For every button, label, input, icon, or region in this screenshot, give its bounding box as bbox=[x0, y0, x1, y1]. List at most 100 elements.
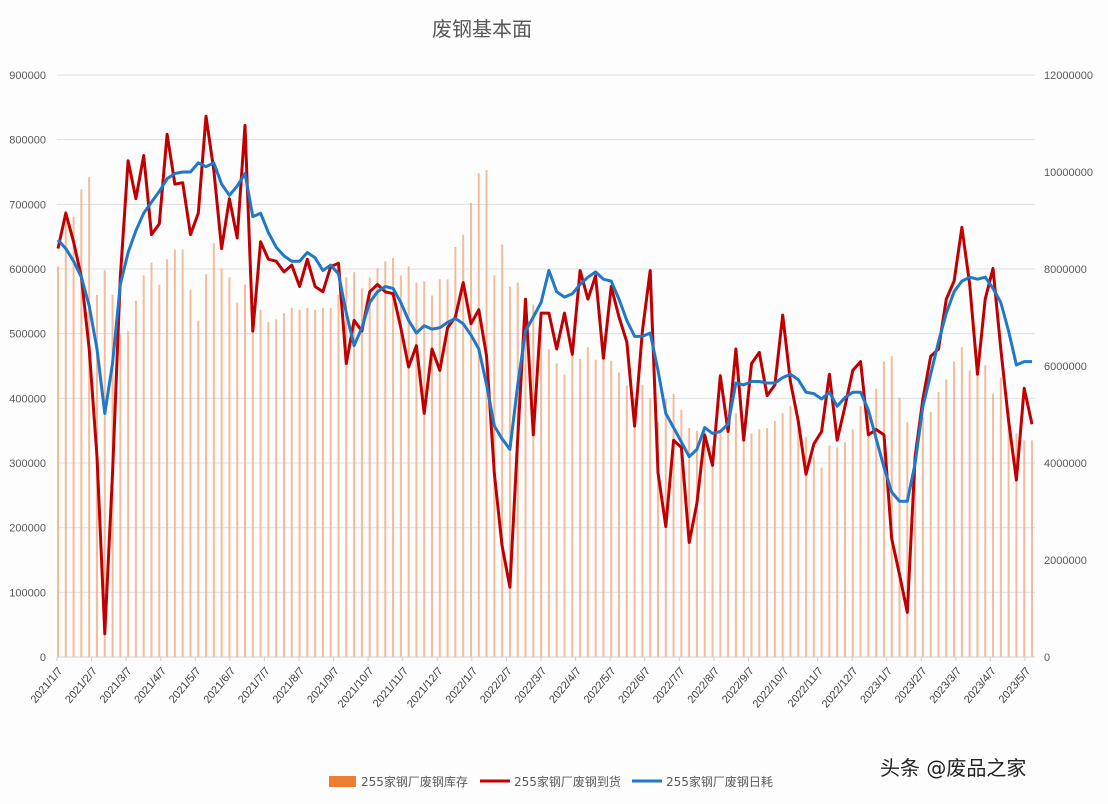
inventory-bar bbox=[477, 173, 480, 657]
left-axis: 0 100000 200000 300000 400000 500000 600000 700… bbox=[9, 70, 46, 664]
x-tick-label: 2023/4/7 bbox=[962, 665, 999, 706]
inventory-bar bbox=[750, 433, 753, 657]
inventory-bar bbox=[625, 385, 628, 657]
x-tick-label: 2021/1/7 bbox=[29, 665, 66, 706]
inventory-bar bbox=[1023, 440, 1026, 657]
inventory-bar bbox=[306, 307, 309, 657]
inventory-bar bbox=[399, 275, 402, 657]
inventory-bar bbox=[407, 266, 410, 657]
inventory-bar bbox=[789, 406, 792, 657]
inventory-bar bbox=[781, 413, 784, 657]
right-axis: 0 2000000 4000000 6000000 8000000 10000000 120… bbox=[1044, 70, 1093, 664]
inventory-bar bbox=[228, 277, 231, 657]
inventory-bar bbox=[127, 331, 130, 657]
inventory-bar bbox=[368, 277, 371, 657]
inventory-bar bbox=[579, 358, 582, 657]
inventory-bar bbox=[914, 463, 917, 657]
line-series bbox=[56, 114, 1034, 636]
left-tick-label: 700000 bbox=[9, 199, 46, 211]
inventory-bar bbox=[244, 284, 247, 657]
inventory-bar bbox=[189, 289, 192, 657]
inventory-bar bbox=[290, 307, 293, 657]
left-tick-label: 0 bbox=[40, 652, 46, 664]
inventory-bar bbox=[906, 422, 909, 657]
x-tick-label: 2021/4/7 bbox=[132, 665, 169, 706]
inventory-bar bbox=[259, 309, 262, 657]
inventory-bar bbox=[415, 282, 418, 657]
inventory-bar bbox=[820, 467, 823, 657]
inventory-bar bbox=[516, 282, 519, 657]
inventory-bar bbox=[298, 309, 301, 657]
left-tick-label: 400000 bbox=[9, 393, 46, 405]
inventory-bar bbox=[540, 312, 543, 657]
inventory-bar bbox=[88, 177, 91, 657]
inventory-bar bbox=[859, 406, 862, 657]
inventory-bar bbox=[376, 268, 379, 657]
legend-swatch-inventory bbox=[329, 776, 356, 787]
inventory-bar bbox=[898, 397, 901, 657]
inventory-bar bbox=[431, 295, 434, 657]
x-tick-label: 2022/10/7 bbox=[751, 665, 792, 710]
inventory-bar bbox=[586, 347, 589, 657]
inventory-bar bbox=[485, 170, 488, 657]
x-tick-label: 2022/8/7 bbox=[685, 665, 722, 706]
right-tick-label: 12000000 bbox=[1044, 70, 1093, 82]
x-tick-label: 2022/6/7 bbox=[616, 665, 653, 706]
inventory-bar bbox=[57, 266, 59, 657]
arrival-line bbox=[56, 114, 1034, 636]
x-tick-label: 2023/5/7 bbox=[997, 665, 1034, 706]
x-axis: 2021/1/72021/2/72021/3/72021/4/72021/5/7… bbox=[29, 657, 1034, 710]
inventory-bar bbox=[166, 259, 169, 657]
inventory-bar bbox=[929, 411, 932, 657]
inventory-bar bbox=[882, 361, 885, 657]
inventory-bar bbox=[321, 307, 324, 657]
inventory-bar bbox=[236, 302, 239, 657]
x-tick-label: 2021/12/7 bbox=[405, 665, 446, 710]
inventory-bar bbox=[641, 384, 644, 657]
right-tick-label: 4000000 bbox=[1044, 458, 1087, 470]
x-tick-label: 2022/5/7 bbox=[582, 665, 619, 706]
inventory-bar bbox=[851, 429, 854, 657]
inventory-bar bbox=[282, 312, 285, 657]
inventory-bar bbox=[508, 286, 511, 657]
inventory-bar bbox=[454, 247, 457, 657]
right-tick-label: 0 bbox=[1044, 652, 1050, 664]
inventory-bar bbox=[205, 274, 208, 657]
inventory-bar bbox=[501, 244, 504, 657]
inventory-bar bbox=[867, 409, 870, 657]
inventory-bar bbox=[836, 447, 839, 657]
inventory-bar bbox=[695, 430, 698, 657]
inventory-bar bbox=[446, 279, 449, 657]
inventory-bar bbox=[976, 361, 979, 657]
left-tick-label: 300000 bbox=[9, 458, 46, 470]
inventory-bar bbox=[345, 277, 348, 657]
right-tick-label: 2000000 bbox=[1044, 555, 1087, 567]
inventory-bar bbox=[524, 300, 527, 657]
inventory-bar bbox=[1031, 440, 1033, 657]
inventory-bar bbox=[773, 420, 776, 657]
left-tick-label: 600000 bbox=[9, 264, 46, 276]
inventory-bar bbox=[727, 420, 730, 657]
watermark: 头条 @废品之家 bbox=[880, 756, 1027, 780]
x-tick-label: 2021/5/7 bbox=[167, 665, 204, 706]
inventory-bar bbox=[618, 372, 621, 657]
inventory-bar bbox=[937, 391, 940, 657]
inventory-bar bbox=[220, 268, 223, 657]
inventory-bar bbox=[921, 417, 924, 657]
legend-label-arrival: 255家钢厂废钢到货 bbox=[514, 774, 621, 789]
inventory-bar bbox=[142, 275, 145, 657]
inventory-bar bbox=[563, 374, 566, 657]
left-tick-label: 500000 bbox=[9, 329, 46, 341]
inventory-bar bbox=[999, 377, 1002, 657]
inventory-bar bbox=[275, 319, 278, 657]
x-tick-label: 2022/12/7 bbox=[820, 665, 861, 710]
legend-label-inventory: 255家钢厂废钢库存 bbox=[361, 774, 468, 789]
inventory-bar bbox=[960, 347, 963, 657]
inventory-bar bbox=[555, 363, 558, 657]
inventory-bars bbox=[57, 170, 1033, 658]
inventory-bar bbox=[173, 249, 176, 657]
inventory-bar bbox=[649, 398, 652, 657]
inventory-bar bbox=[875, 388, 878, 657]
x-tick-label: 2022/9/7 bbox=[720, 665, 757, 706]
